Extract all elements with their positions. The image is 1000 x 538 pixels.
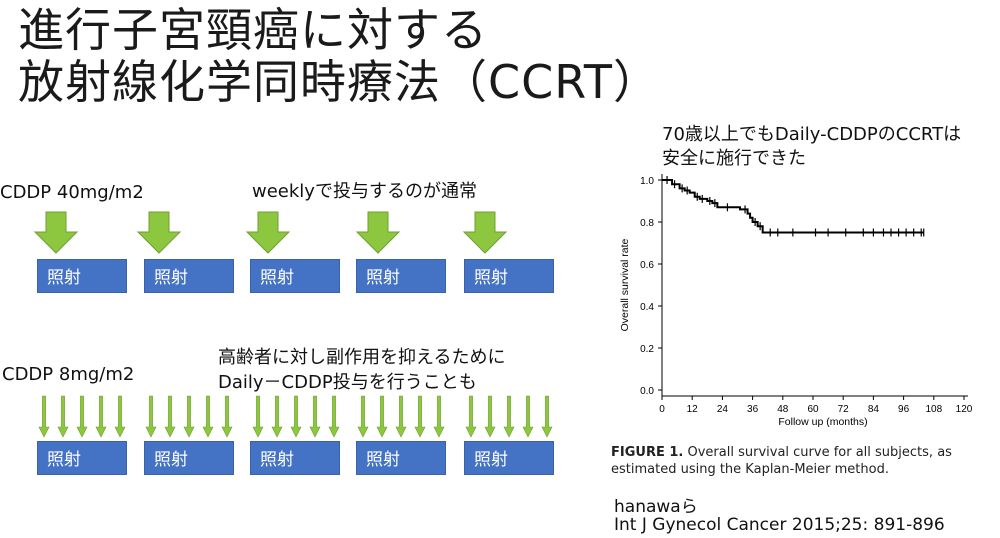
small-arrow-icon [95,395,107,438]
arrow-icon [33,211,79,254]
y-axis-label: Overall survival rate [619,238,631,331]
x-tick-label: 36 [747,404,759,415]
small-arrow-icon [145,395,157,438]
radiation-box: 照射 [464,441,554,475]
radiation-box: 照射 [144,441,234,475]
small-arrow-icon [252,395,264,438]
small-arrow-icon [465,395,477,438]
x-tick-label: 60 [807,404,819,415]
x-tick-label: 0 [659,404,665,415]
weekly-dose-label: CDDP 40mg/m2 [0,182,144,203]
figure-caption-line1: Overall survival curve for all subjects,… [683,445,952,460]
survival-curve [662,179,924,234]
daily-note-line1: 高齢者に対し副作用を抑えるために [218,347,506,368]
small-arrow-icon [38,395,50,438]
y-tick-label: 0.4 [640,302,654,313]
figure-caption-line2: estimated using the Kaplan-Meier method. [611,462,889,477]
small-arrow-icon [202,395,214,438]
radiation-box: 照射 [356,441,446,475]
finding-line1: 70歳以上でもDaily-CDDPのCCRTは [662,124,962,145]
daily-note-line2: Daily－CDDP投与を行うことも [218,372,477,393]
small-arrow-icon [522,395,534,438]
x-axis-label: Follow up (months) [778,416,867,428]
y-tick-label: 0.6 [640,260,654,271]
y-tick-label: 0.2 [640,344,654,355]
arrow-icon [245,211,291,254]
arrow-icon [136,211,182,254]
x-tick-label: 72 [838,404,850,415]
x-tick-label: 96 [898,404,910,415]
radiation-box: 照射 [144,259,234,293]
weekly-note: weeklyで投与するのが通常 [252,181,477,202]
radiation-box: 照射 [37,259,127,293]
small-arrow-icon [541,395,553,438]
small-arrow-icon [290,395,302,438]
small-arrow-icon [271,395,283,438]
radiation-box: 照射 [464,259,554,293]
daily-arrows [38,395,553,438]
small-arrow-icon [433,395,445,438]
small-arrow-icon [114,395,126,438]
reference-author: hanawaら [614,497,698,517]
small-arrow-icon [414,395,426,438]
radiation-box: 照射 [250,441,340,475]
arrow-icon [462,211,508,254]
small-arrow-icon [57,395,69,438]
x-tick-label: 12 [687,404,699,415]
x-tick-label: 84 [868,404,880,415]
small-arrow-icon [484,395,496,438]
x-tick-label: 24 [717,404,729,415]
radiation-box: 照射 [37,441,127,475]
survival-chart: 0.0 0.2 0.4 0.6 0.8 1.0 0 12 24 36 48 60 72 84 96 108 12… [619,174,973,428]
x-tick-label: 120 [956,404,973,415]
small-arrow-icon [309,395,321,438]
small-arrow-icon [503,395,515,438]
y-tick-label: 1.0 [640,176,654,187]
y-tick-label: 0.8 [640,218,654,229]
small-arrow-icon [328,395,340,438]
weekly-arrows [33,211,508,254]
small-arrow-icon [76,395,88,438]
small-arrow-icon [376,395,388,438]
x-tick-label: 108 [925,404,942,415]
small-arrow-icon [395,395,407,438]
finding-line2: 安全に施行できた [662,148,806,169]
y-tick-label: 0.0 [640,386,654,397]
small-arrow-icon [183,395,195,438]
daily-dose-label: CDDP 8mg/m2 [2,364,135,385]
figure-caption: FIGURE 1. Overall survival curve for all… [611,444,952,478]
slide-title-line1: 進行子宮頸癌に対する [18,3,488,57]
arrow-icon [355,211,401,254]
radiation-box: 照射 [250,259,340,293]
x-tick-label: 48 [777,404,789,415]
slide-title-line2: 放射線化学同時療法（CCRT） [18,55,660,109]
small-arrow-icon [221,395,233,438]
figure-caption-prefix: FIGURE 1. [611,445,684,460]
radiation-box: 照射 [356,259,446,293]
small-arrow-icon [164,395,176,438]
reference-citation: Int J Gynecol Cancer 2015;25: 891-896 [614,515,945,535]
small-arrow-icon [357,395,369,438]
